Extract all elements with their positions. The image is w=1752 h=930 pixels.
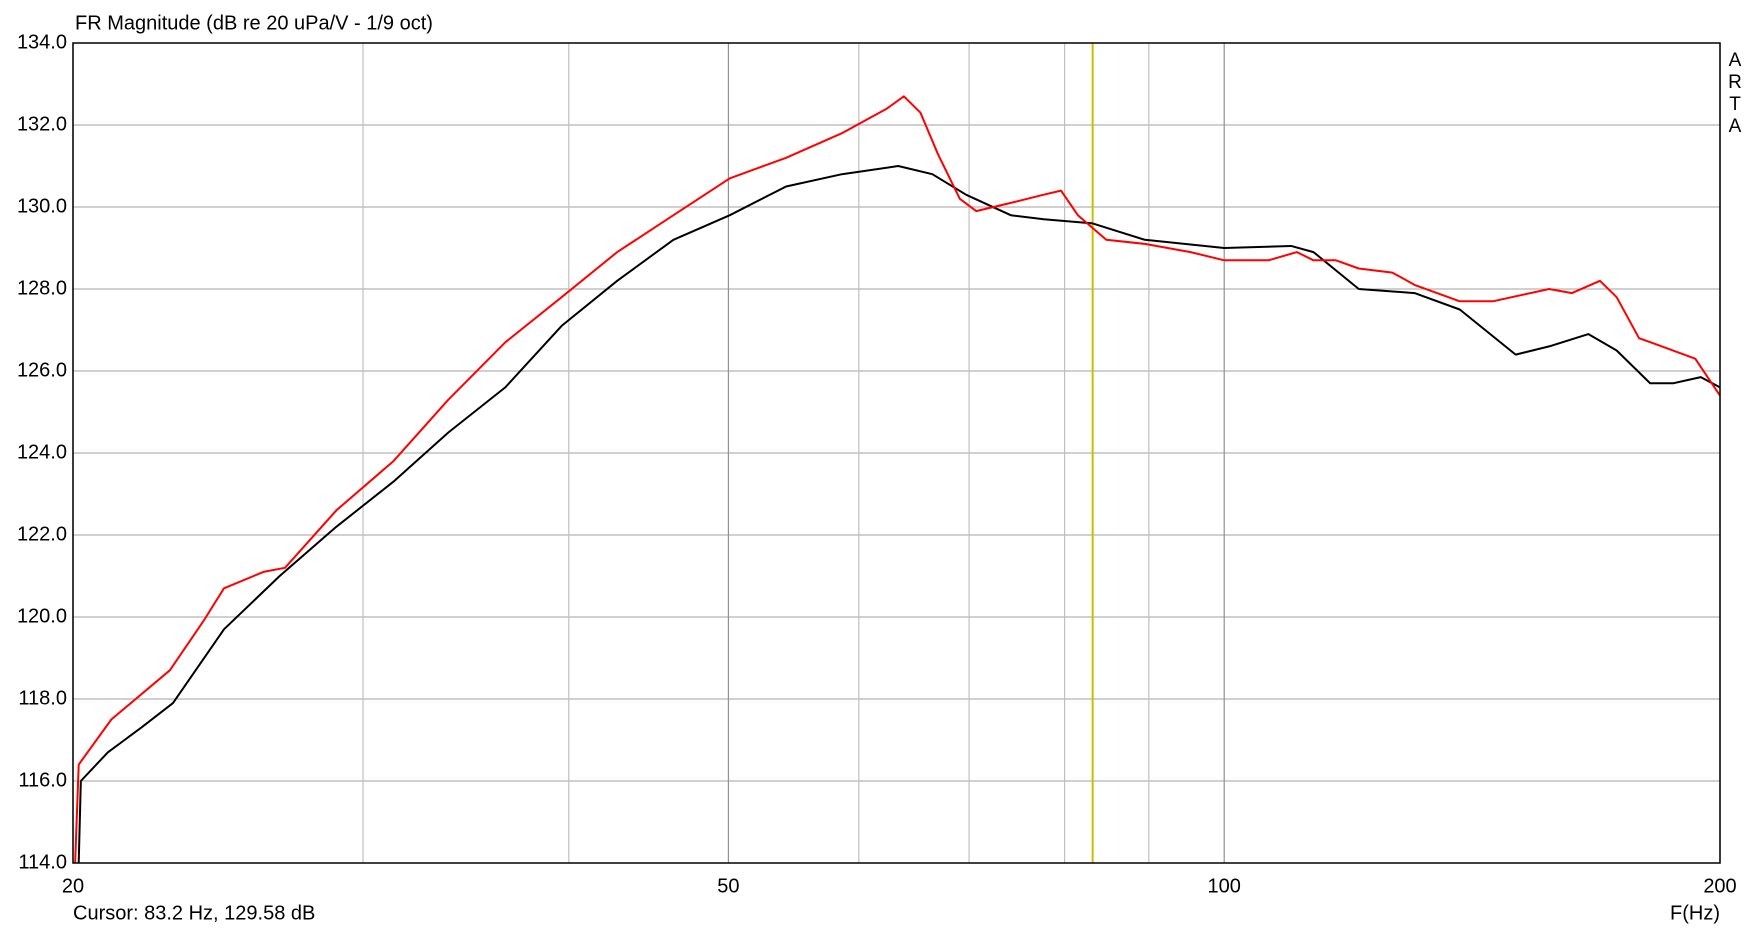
- y-tick-label: 114.0: [18, 851, 67, 873]
- y-tick-label: 132.0: [17, 113, 67, 135]
- y-tick-label: 134.0: [17, 31, 67, 53]
- y-tick-label: 126.0: [17, 359, 67, 381]
- y-tick-label: 118.0: [18, 687, 67, 709]
- x-tick-label: 200: [1703, 875, 1736, 897]
- plot-frame: [72, 42, 1721, 864]
- y-tick-label: 122.0: [17, 523, 67, 545]
- y-tick-label: 128.0: [17, 277, 67, 299]
- x-axis-label: F(Hz): [1670, 902, 1720, 924]
- x-tick-label: 20: [62, 875, 84, 897]
- x-tick-label: 100: [1208, 875, 1241, 897]
- y-tick-label: 130.0: [17, 195, 67, 217]
- series-line: [74, 95, 1721, 864]
- cursor-readout: Cursor: 83.2 Hz, 129.58 dB: [73, 902, 315, 924]
- y-tick-label: 120.0: [17, 605, 67, 627]
- series-line: [77, 165, 1721, 864]
- y-tick-label: 116.0: [18, 769, 67, 791]
- y-tick-label: 124.0: [17, 441, 67, 463]
- x-tick-label: 50: [717, 875, 739, 897]
- chart-title: FR Magnitude (dB re 20 uPa/V - 1/9 oct): [75, 12, 433, 34]
- watermark: ARTA: [1725, 50, 1746, 138]
